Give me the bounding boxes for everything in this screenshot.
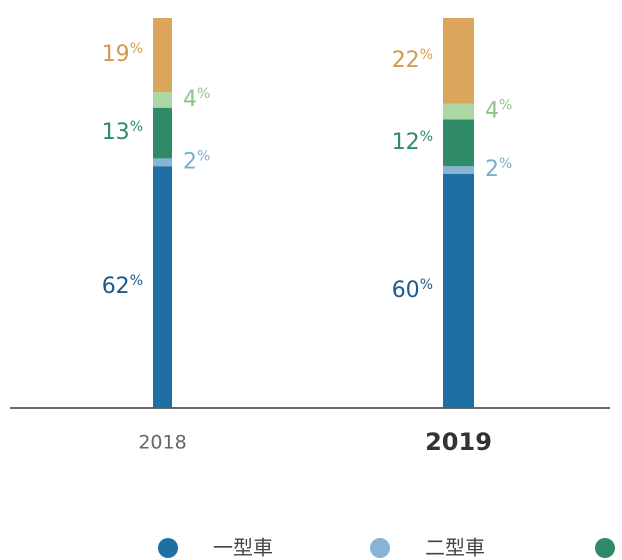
data-label-unit: % [130, 41, 143, 57]
data-label-unit: % [420, 277, 433, 293]
data-label-value: 4 [485, 99, 499, 124]
legend-label: 一型車 [213, 536, 273, 560]
data-label-unit: % [130, 273, 143, 289]
data-label: 2% [485, 156, 512, 182]
legend-swatch [595, 538, 615, 558]
data-label-unit: % [130, 119, 143, 135]
data-label-unit: % [420, 47, 433, 63]
data-label-unit: % [420, 129, 433, 145]
data-label: 19% [102, 41, 143, 67]
bar-segment [153, 107, 172, 159]
legend-label: 二型車 [425, 536, 485, 560]
bar-segment [153, 158, 172, 167]
x-tick-label: 2019 [425, 428, 492, 456]
legend-swatch [158, 538, 178, 558]
bar-segment [153, 18, 172, 93]
data-label-value: 60 [392, 278, 420, 303]
bar-segment [153, 92, 172, 108]
data-label: 13% [102, 119, 143, 145]
data-label: 4% [183, 86, 210, 112]
legend-swatch [370, 538, 390, 558]
data-label-value: 19 [102, 42, 130, 67]
data-label-value: 12 [392, 130, 420, 155]
data-label: 2% [183, 148, 210, 174]
bar-segment [443, 103, 474, 120]
x-tick-label: 2018 [138, 432, 186, 454]
data-label-unit: % [197, 148, 210, 164]
data-label-value: 62 [102, 274, 130, 299]
data-label: 4% [485, 98, 512, 124]
data-label: 22% [392, 47, 433, 73]
bar-segment [443, 119, 474, 167]
data-label-value: 2 [485, 157, 499, 182]
bar-segment [443, 18, 474, 104]
bar-segment [443, 166, 474, 174]
data-label-value: 4 [183, 87, 197, 112]
data-label: 60% [392, 277, 433, 303]
data-label-value: 13 [102, 120, 130, 145]
data-label-unit: % [197, 86, 210, 102]
bar-segment [443, 174, 474, 408]
data-label-value: 2 [183, 149, 197, 174]
data-label-value: 22 [392, 48, 420, 73]
data-label: 62% [102, 273, 143, 299]
data-label-unit: % [499, 156, 512, 172]
data-label: 12% [392, 129, 433, 155]
bar-segment [153, 166, 172, 408]
data-label-unit: % [499, 98, 512, 114]
